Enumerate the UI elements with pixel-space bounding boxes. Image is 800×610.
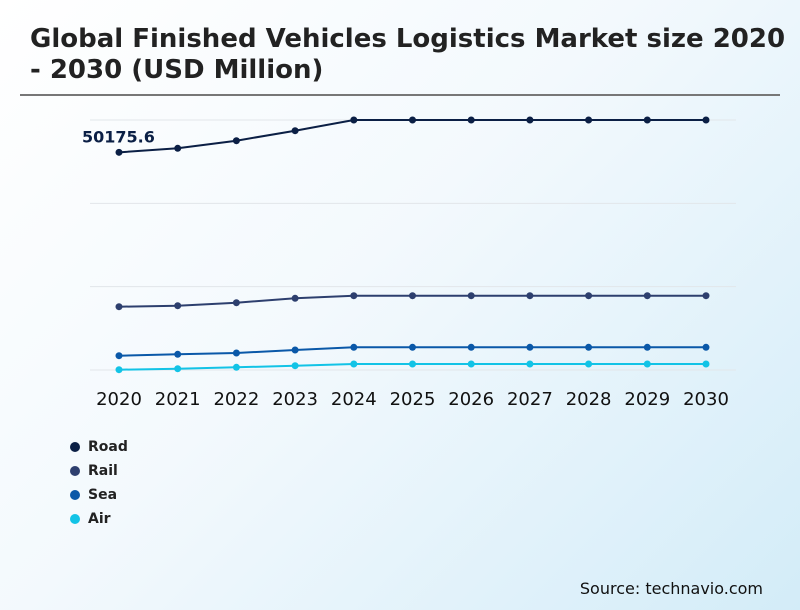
legend-label: Rail (88, 463, 118, 479)
data-point-sea (467, 343, 475, 351)
data-point-sea (585, 343, 593, 351)
legend-item-sea: Sea (70, 483, 128, 507)
data-point-rail (232, 299, 240, 307)
x-tick-label: 2026 (448, 389, 494, 410)
legend-item-road: Road (70, 435, 128, 459)
data-point-rail (291, 294, 299, 302)
x-tick-label: 2021 (155, 389, 201, 410)
data-point-rail (174, 302, 182, 310)
data-point-road (585, 116, 593, 124)
data-point-air (467, 360, 475, 368)
data-point-rail (643, 292, 651, 300)
data-point-rail (115, 303, 123, 311)
data-point-sea (702, 343, 710, 351)
data-point-road (409, 116, 416, 124)
legend-label: Air (88, 511, 111, 527)
data-point-sea (174, 350, 182, 358)
x-tick-label: 2027 (507, 389, 553, 410)
data-point-rail (409, 292, 416, 300)
data-point-road (232, 137, 240, 145)
legend-marker-icon (70, 442, 80, 452)
data-label: 50175.6 (82, 127, 155, 146)
x-tick-label: 2025 (390, 389, 436, 410)
data-point-air (526, 360, 534, 368)
data-point-sea (643, 343, 651, 351)
series-line-road (118, 119, 706, 154)
data-point-sea (350, 343, 358, 351)
data-point-sea (526, 343, 534, 351)
data-point-air (232, 363, 240, 371)
data-point-road (115, 148, 123, 156)
chart-title: Global Finished Vehicles Logistics Marke… (30, 24, 786, 85)
data-point-road (291, 127, 299, 135)
data-point-road (702, 116, 710, 124)
data-point-air (643, 360, 651, 368)
data-point-rail (526, 292, 534, 300)
data-point-road (643, 116, 651, 124)
data-point-road (467, 116, 475, 124)
data-point-road (350, 116, 358, 124)
source-text: Source: technavio.com (579, 579, 763, 598)
data-point-sea (232, 349, 240, 357)
x-tick-label: 2023 (272, 389, 318, 410)
data-point-sea (409, 343, 416, 351)
data-point-road (174, 144, 182, 152)
legend-item-rail: Rail (70, 459, 128, 483)
data-point-air (702, 360, 710, 368)
legend-label: Sea (88, 487, 118, 503)
data-point-road (526, 116, 534, 124)
data-point-rail (350, 292, 358, 300)
legend: Road Rail Sea Air (70, 435, 128, 531)
x-tick-label: 2028 (566, 389, 612, 410)
data-point-rail (467, 292, 475, 300)
data-point-rail (702, 292, 710, 300)
data-point-sea (115, 352, 123, 360)
x-tick-label: 2022 (213, 389, 259, 410)
data-point-air (291, 362, 299, 370)
data-point-air (585, 360, 593, 368)
x-tick-label: 2024 (331, 389, 377, 410)
x-tick-label: 2020 (96, 389, 142, 410)
legend-marker-icon (70, 514, 80, 524)
data-point-rail (585, 292, 593, 300)
legend-marker-icon (70, 466, 80, 476)
x-tick-label: 2030 (683, 389, 729, 410)
title-divider (20, 94, 780, 96)
data-point-air (409, 360, 416, 368)
data-point-sea (291, 346, 299, 354)
legend-label: Road (88, 439, 128, 455)
x-tick-label: 2029 (624, 389, 670, 410)
legend-marker-icon (70, 490, 80, 500)
legend-item-air: Air (70, 507, 128, 531)
data-point-air (350, 360, 358, 368)
data-point-air (115, 366, 123, 374)
data-point-air (174, 365, 182, 373)
